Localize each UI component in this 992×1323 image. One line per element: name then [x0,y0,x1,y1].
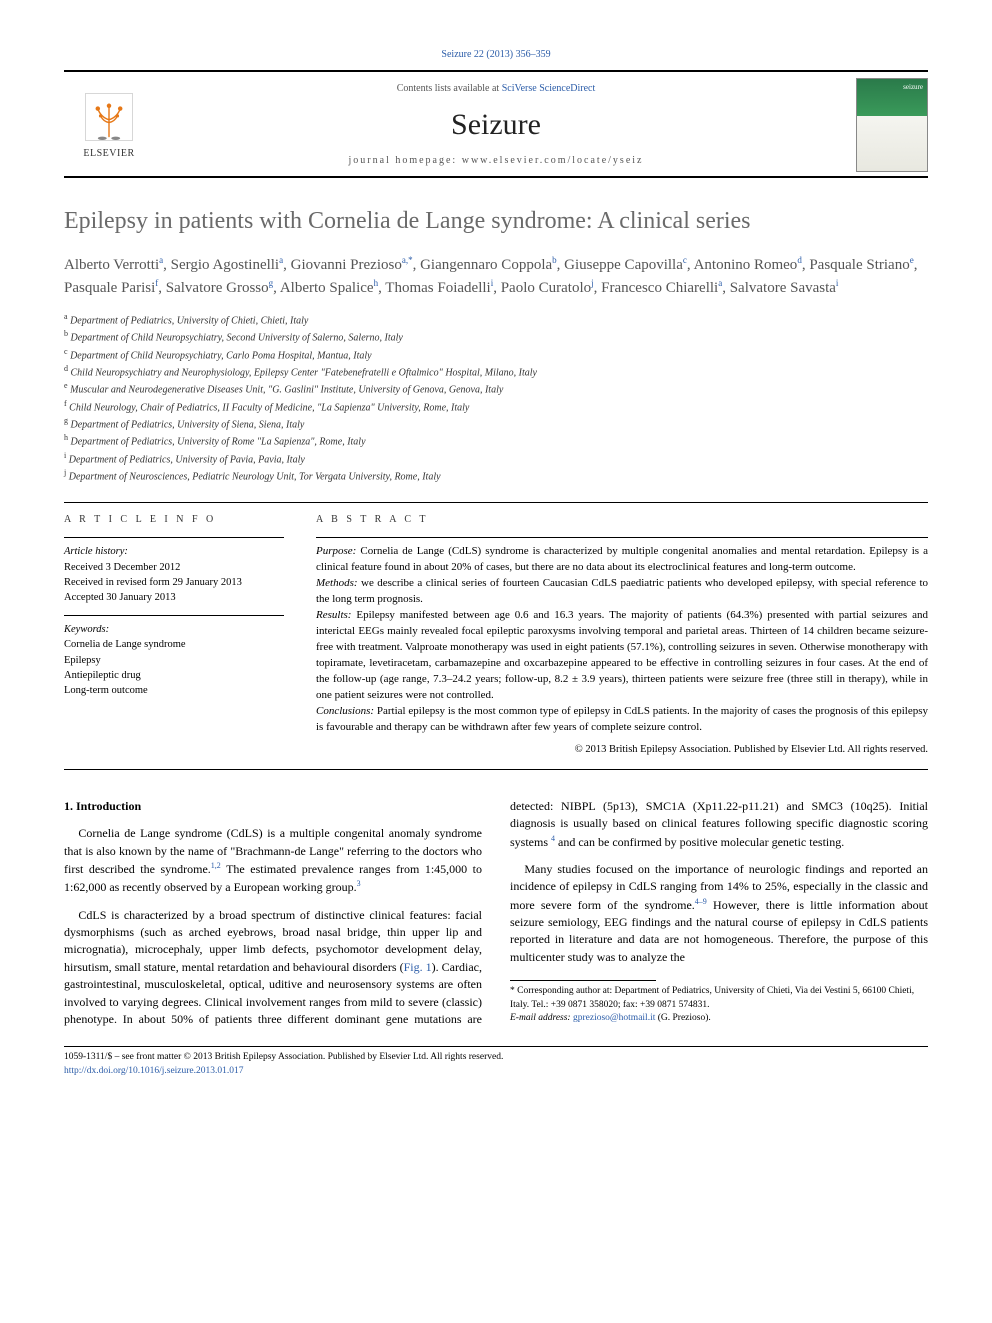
journal-article-page: Seizure 22 (2013) 356–359 ELSEVIER [0,0,992,1118]
journal-masthead: ELSEVIER Contents lists available at Sci… [64,70,928,178]
abstract-body: Purpose: Cornelia de Lange (CdLS) syndro… [316,544,928,756]
masthead-center: Contents lists available at SciVerse Sci… [154,82,838,168]
article-info-column: A R T I C L E I N F O Article history: R… [64,513,284,756]
keywords-label: Keywords: [64,622,284,637]
publisher-block: ELSEVIER [64,89,154,161]
affiliation-line: f Child Neurology, Chair of Pediatrics, … [64,398,928,415]
running-head-citation: Seizure 22 (2013) 356–359 [64,48,928,62]
homepage-url: www.elsevier.com/locate/yseiz [462,155,644,166]
citation-ref[interactable]: 1,2 [211,861,221,870]
citation-ref[interactable]: 3 [357,879,361,888]
affiliation-line: b Department of Child Neuropsychiatry, S… [64,328,928,345]
email-footnote: E-mail address: gprezioso@hotmail.it (G.… [510,1012,928,1025]
journal-title: Seizure [154,104,838,146]
affiliation-line: c Department of Child Neuropsychiatry, C… [64,346,928,363]
conclusions-text: Partial epilepsy is the most common type… [316,705,928,733]
footer-copyright: 1059-1311/$ – see front matter © 2013 Br… [64,1051,928,1064]
citation-ref[interactable]: 4–9 [695,897,707,906]
page-footer: 1059-1311/$ – see front matter © 2013 Br… [64,1046,928,1078]
email-label: E-mail address: [510,1013,571,1023]
keyword: Epilepsy [64,653,284,668]
email-link[interactable]: gprezioso@hotmail.it [573,1013,655,1023]
methods-text: we describe a clinical series of fourtee… [316,577,928,605]
info-rule-2 [64,615,284,616]
history-line: Accepted 30 January 2013 [64,590,284,605]
homepage-prefix: journal homepage: [349,155,462,166]
affiliation-line: h Department of Pediatrics, University o… [64,432,928,449]
publisher-name: ELSEVIER [83,147,134,161]
cover-thumb-block [838,78,928,172]
corr-label: * Corresponding author at: [510,986,614,996]
results-label: Results: [316,609,351,621]
affiliation-line: e Muscular and Neurodegenerative Disease… [64,380,928,397]
affiliation-line: j Department of Neurosciences, Pediatric… [64,467,928,484]
rule-above-info [64,502,928,503]
history-label: Article history: [64,544,284,559]
article-info-heading: A R T I C L E I N F O [64,513,284,527]
journal-homepage-line: journal homepage: www.elsevier.com/locat… [154,154,838,168]
keyword: Long-term outcome [64,683,284,698]
sciencedirect-link[interactable]: SciVerse ScienceDirect [502,83,596,94]
section-heading-introduction: 1. Introduction [64,798,482,815]
affiliation-line: i Department of Pediatrics, University o… [64,450,928,467]
rule-below-abstract [64,769,928,770]
email-owner: (G. Prezioso). [658,1013,711,1023]
body-paragraph: Many studies focused on the importance o… [510,861,928,966]
contents-available-line: Contents lists available at SciVerse Sci… [154,82,838,96]
article-history-block: Article history: Received 3 December 201… [64,544,284,605]
affiliation-line: d Child Neuropsychiatry and Neurophysiol… [64,363,928,380]
contents-prefix: Contents lists available at [397,83,502,94]
footnote-block: * Corresponding author at: Department of… [510,980,928,1025]
body-paragraph: Cornelia de Lange syndrome (CdLS) is a m… [64,825,482,897]
results-text: Epilepsy manifested between age 0.6 and … [316,609,928,701]
footnotes: * Corresponding author at: Department of… [510,985,928,1025]
keywords-block: Keywords: Cornelia de Lange syndrome Epi… [64,622,284,698]
history-line: Received 3 December 2012 [64,560,284,575]
abstract-rule [316,537,928,538]
author-list: Alberto Verrottia, Sergio Agostinellia, … [64,254,928,299]
purpose-label: Purpose: [316,545,356,557]
corresponding-author-footnote: * Corresponding author at: Department of… [510,985,928,1012]
purpose-text: Cornelia de Lange (CdLS) syndrome is cha… [316,545,928,573]
affiliation-line: a Department of Pediatrics, University o… [64,311,928,328]
figure-ref[interactable]: Fig. 1 [404,960,432,974]
article-title: Epilepsy in patients with Cornelia de La… [64,206,928,236]
journal-cover-thumbnail [856,78,928,172]
doi-link[interactable]: http://dx.doi.org/10.1016/j.seizure.2013… [64,1066,244,1076]
abstract-column: A B S T R A C T Purpose: Cornelia de Lan… [316,513,928,756]
abstract-heading: A B S T R A C T [316,513,928,527]
methods-label: Methods: [316,577,358,589]
affiliation-line: g Department of Pediatrics, University o… [64,415,928,432]
conclusions-label: Conclusions: [316,705,374,717]
affiliation-list: a Department of Pediatrics, University o… [64,311,928,484]
body-text: and can be confirmed by positive molecul… [555,835,844,849]
keyword: Antiepileptic drug [64,668,284,683]
elsevier-tree-icon [81,89,137,145]
abstract-copyright: © 2013 British Epilepsy Association. Pub… [316,742,928,757]
keyword: Cornelia de Lange syndrome [64,637,284,652]
article-body: 1. Introduction Cornelia de Lange syndro… [64,798,928,1029]
info-rule-1 [64,537,284,538]
footnote-rule [510,980,656,981]
info-abstract-row: A R T I C L E I N F O Article history: R… [64,513,928,756]
history-line: Received in revised form 29 January 2013 [64,575,284,590]
